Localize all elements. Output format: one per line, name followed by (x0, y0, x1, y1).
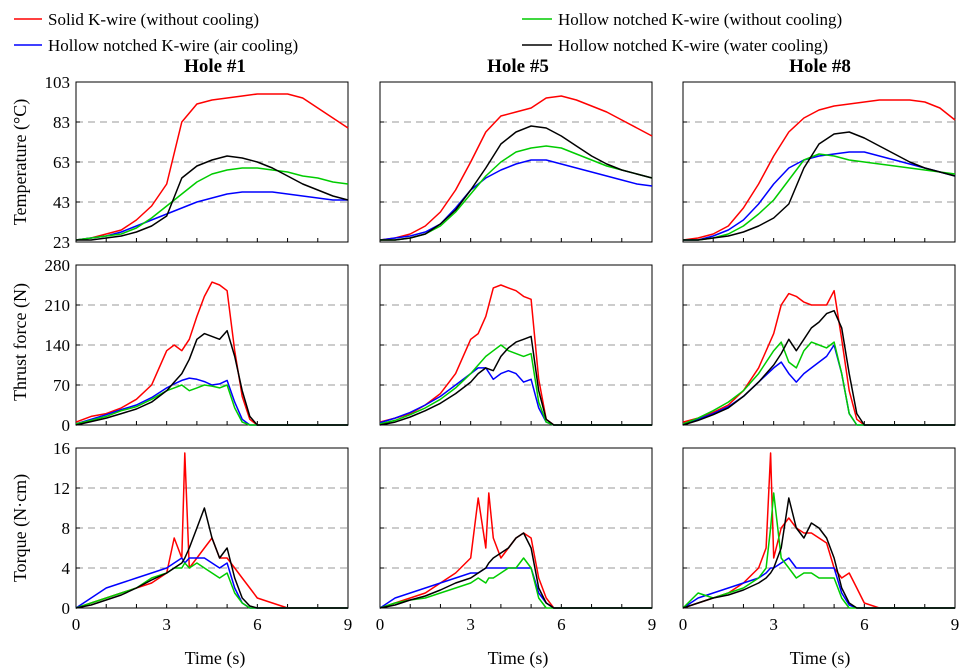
y-tick-label: 103 (45, 73, 71, 92)
series-line-3 (379, 557, 652, 609)
series-line-4 (76, 155, 349, 241)
series-line-1 (682, 99, 956, 241)
series-line-4 (380, 125, 653, 241)
y-tick-label: 70 (53, 376, 70, 395)
series-line-1 (379, 492, 652, 609)
y-tick-label: 4 (62, 559, 71, 578)
series-line-1 (682, 452, 955, 609)
series-line-2 (682, 557, 955, 609)
y-tick-label: 0 (62, 416, 71, 435)
x-tick-label: 9 (648, 615, 657, 634)
y-tick-label: 16 (53, 439, 70, 458)
x-tick-label: 3 (466, 615, 475, 634)
series-line-1 (75, 281, 348, 426)
series-line-2 (75, 557, 348, 609)
xlabel-hole-5: Time (s) (488, 648, 549, 669)
x-tick-label: 6 (557, 615, 566, 634)
legend-label-solid: Solid K-wire (without cooling) (48, 10, 259, 29)
series-line-3 (682, 492, 955, 609)
y-tick-label: 210 (45, 296, 71, 315)
legend-label-water: Hollow notched K-wire (water cooling) (558, 36, 828, 55)
panel-torque-3: 0 3 6 9 (679, 447, 960, 634)
series-line-2 (379, 567, 652, 609)
panel-torque-2: 0 3 6 9 (376, 447, 657, 634)
x-tick-label: 0 (679, 615, 688, 634)
series-line-1 (379, 95, 653, 241)
y-tick-label: 280 (45, 256, 71, 275)
legend-label-air: Hollow notched K-wire (air cooling) (48, 36, 298, 55)
series-line-2 (379, 159, 653, 241)
series-line-3 (75, 562, 348, 609)
x-tick-label: 6 (860, 615, 869, 634)
y-tick-label: 8 (62, 519, 71, 538)
column-title-hole-1: Hole #1 (184, 56, 246, 77)
x-tick-label: 9 (344, 615, 353, 634)
legend-label-without: Hollow notched K-wire (without cooling) (558, 10, 842, 29)
x-tick-label: 3 (769, 615, 778, 634)
ylabel-thrust: Thrust force (N) (10, 283, 31, 401)
series-line-3 (682, 341, 955, 426)
x-tick-label: 9 (951, 615, 960, 634)
xlabel-hole-1: Time (s) (185, 648, 246, 669)
y-tick-label: 0 (62, 599, 71, 618)
x-tick-label: 6 (253, 615, 262, 634)
y-tick-label: 140 (45, 336, 71, 355)
series-line-4 (682, 497, 955, 609)
panel-temperature-3 (682, 81, 956, 243)
x-tick-label: 0 (72, 615, 81, 634)
series-line-1 (75, 93, 349, 241)
x-tick-label: 3 (162, 615, 171, 634)
y-tick-label: 43 (53, 193, 70, 212)
column-title-hole-5: Hole #5 (487, 56, 549, 77)
series-line-4 (682, 309, 955, 426)
y-tick-label: 83 (53, 113, 70, 132)
x-tick-label: 0 (376, 615, 385, 634)
series-line-1 (379, 284, 652, 426)
series-line-3 (75, 167, 349, 241)
series-line-4 (379, 335, 652, 426)
series-line-2 (379, 367, 652, 426)
series-line-3 (380, 145, 653, 241)
panel-thrust-2 (379, 264, 653, 426)
ylabel-torque: Torque (N·cm) (10, 474, 31, 582)
y-tick-label: 12 (53, 479, 70, 498)
series-line-2 (683, 151, 956, 241)
panel-torque-1: 0 4 8 12 16 0 3 6 9 (53, 439, 352, 634)
xlabel-hole-8: Time (s) (790, 648, 851, 669)
y-tick-label: 23 (53, 233, 70, 252)
series-line-3 (75, 384, 348, 426)
series-line-4 (683, 131, 956, 241)
column-title-hole-8: Hole #8 (789, 56, 851, 77)
panels: 23 43 63 83 103 0 70 140 210 280 0 4 8 12 16 0 3 6 9 0 3 6 9 0 3… (45, 73, 960, 634)
legend: Solid K-wire (without cooling) Hollow no… (14, 10, 842, 55)
series-line-3 (683, 153, 956, 241)
series-line-4 (75, 507, 348, 609)
panel-thrust-1: 0 70 140 210 280 (45, 256, 349, 435)
panel-temperature-1: 23 43 63 83 103 (45, 73, 349, 252)
y-tick-label: 63 (53, 153, 70, 172)
series-line-4 (75, 329, 348, 426)
ylabel-temperature: Temperature (°C) (10, 99, 31, 225)
panel-temperature-2 (379, 81, 653, 243)
series-line-4 (379, 532, 652, 609)
series-line-2 (75, 191, 348, 241)
panel-thrust-3 (682, 264, 956, 426)
